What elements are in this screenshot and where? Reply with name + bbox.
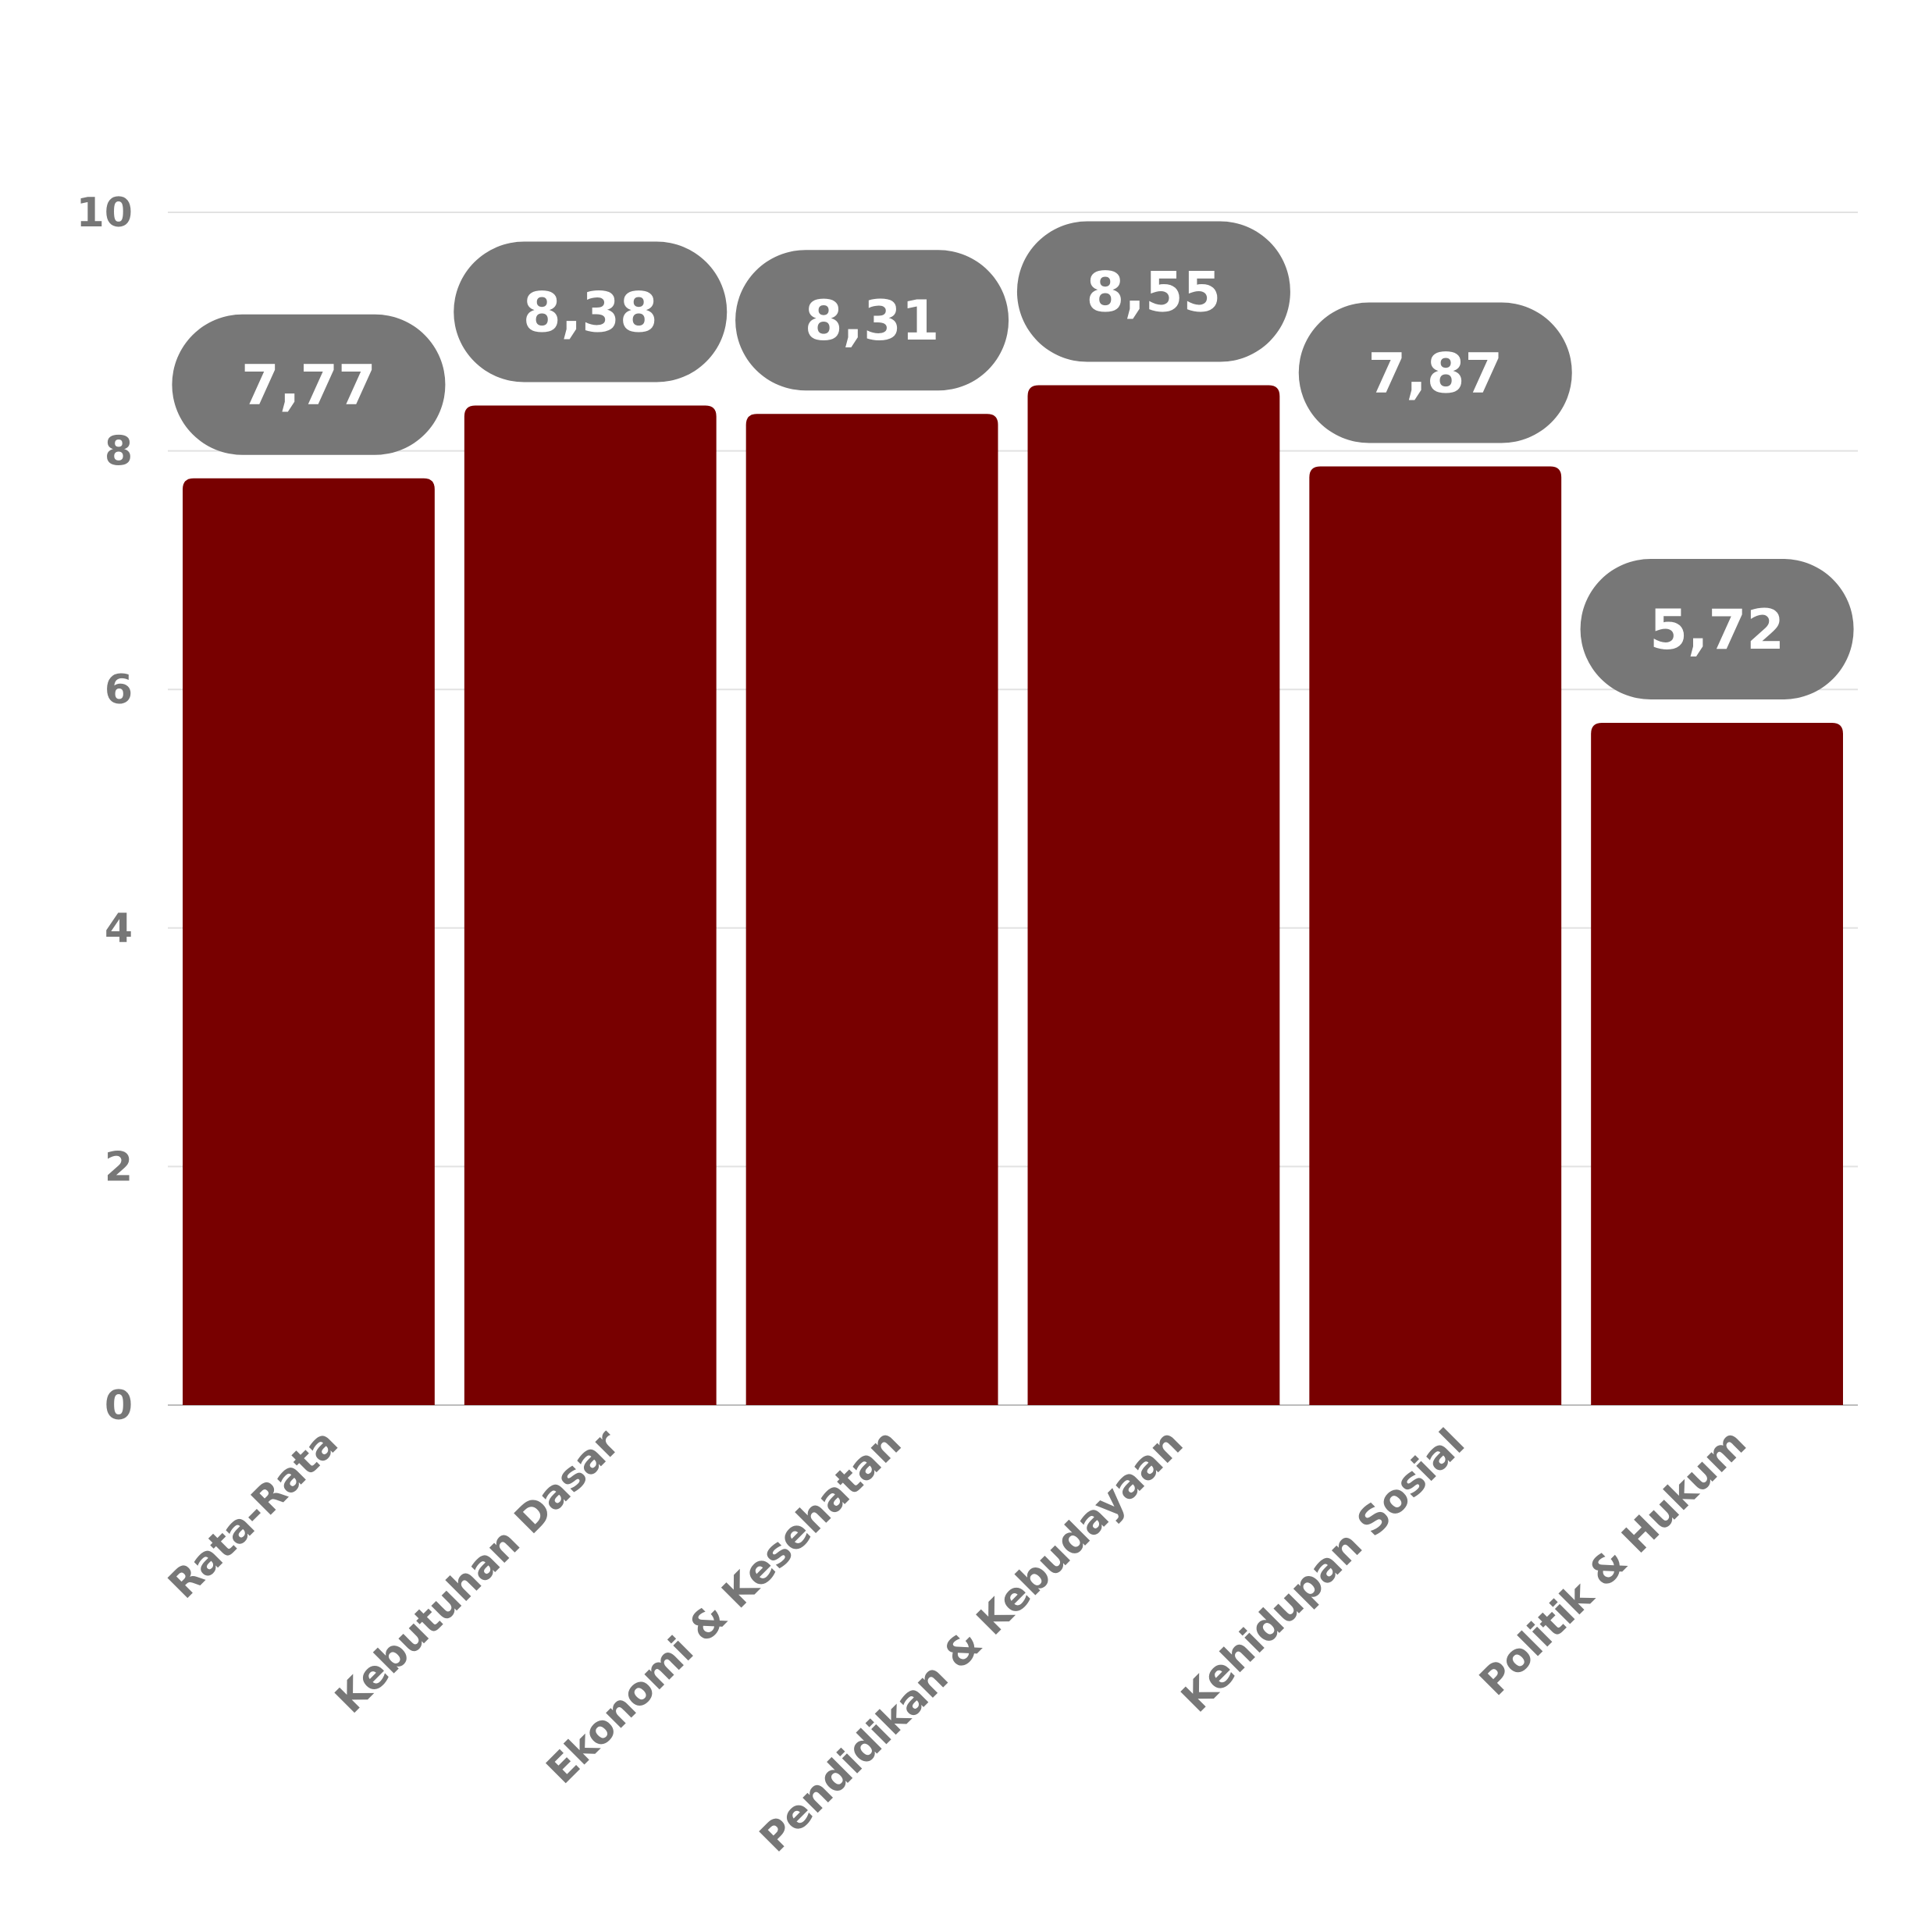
bar xyxy=(1591,722,1843,1405)
y-tick-label: 4 xyxy=(105,906,133,952)
x-category-label: Politik & Hukum xyxy=(1471,1420,1755,1704)
y-tick-label: 2 xyxy=(105,1144,133,1190)
data-labels: 7,77 8,38 8,31 8,55 7,87 5,72 xyxy=(172,221,1854,699)
value-label: 7,77 xyxy=(241,354,376,418)
value-label: 5,72 xyxy=(1649,598,1784,662)
bar xyxy=(183,478,435,1405)
value-label: 8,55 xyxy=(1087,261,1222,325)
bar xyxy=(1027,385,1280,1405)
bar xyxy=(464,405,717,1405)
y-tick-label: 8 xyxy=(105,429,133,475)
x-category-label: Kehidupan Sosial xyxy=(1172,1420,1473,1720)
value-label: 8,38 xyxy=(523,281,658,345)
x-category-label: Kebutuhan Dasar xyxy=(326,1420,628,1722)
y-tick-label: 0 xyxy=(105,1382,133,1429)
bar xyxy=(1309,466,1562,1405)
value-label-bubble xyxy=(172,314,446,455)
value-label: 8,31 xyxy=(805,289,940,353)
y-tick-label: 6 xyxy=(105,667,133,713)
value-label-bubble xyxy=(735,250,1009,391)
value-label-bubble xyxy=(1016,221,1290,362)
x-category-label: Rata-Rata xyxy=(160,1420,347,1606)
gridlines xyxy=(168,212,1858,1406)
value-label: 7,87 xyxy=(1368,341,1503,405)
y-tick-label: 10 xyxy=(76,190,133,237)
bars xyxy=(183,385,1843,1406)
value-label-bubble xyxy=(1580,558,1854,699)
value-label-bubble xyxy=(454,241,728,382)
y-axis-ticks: 0 2 4 6 8 10 xyxy=(76,190,133,1429)
bar xyxy=(745,414,998,1406)
value-label-bubble xyxy=(1298,302,1572,443)
